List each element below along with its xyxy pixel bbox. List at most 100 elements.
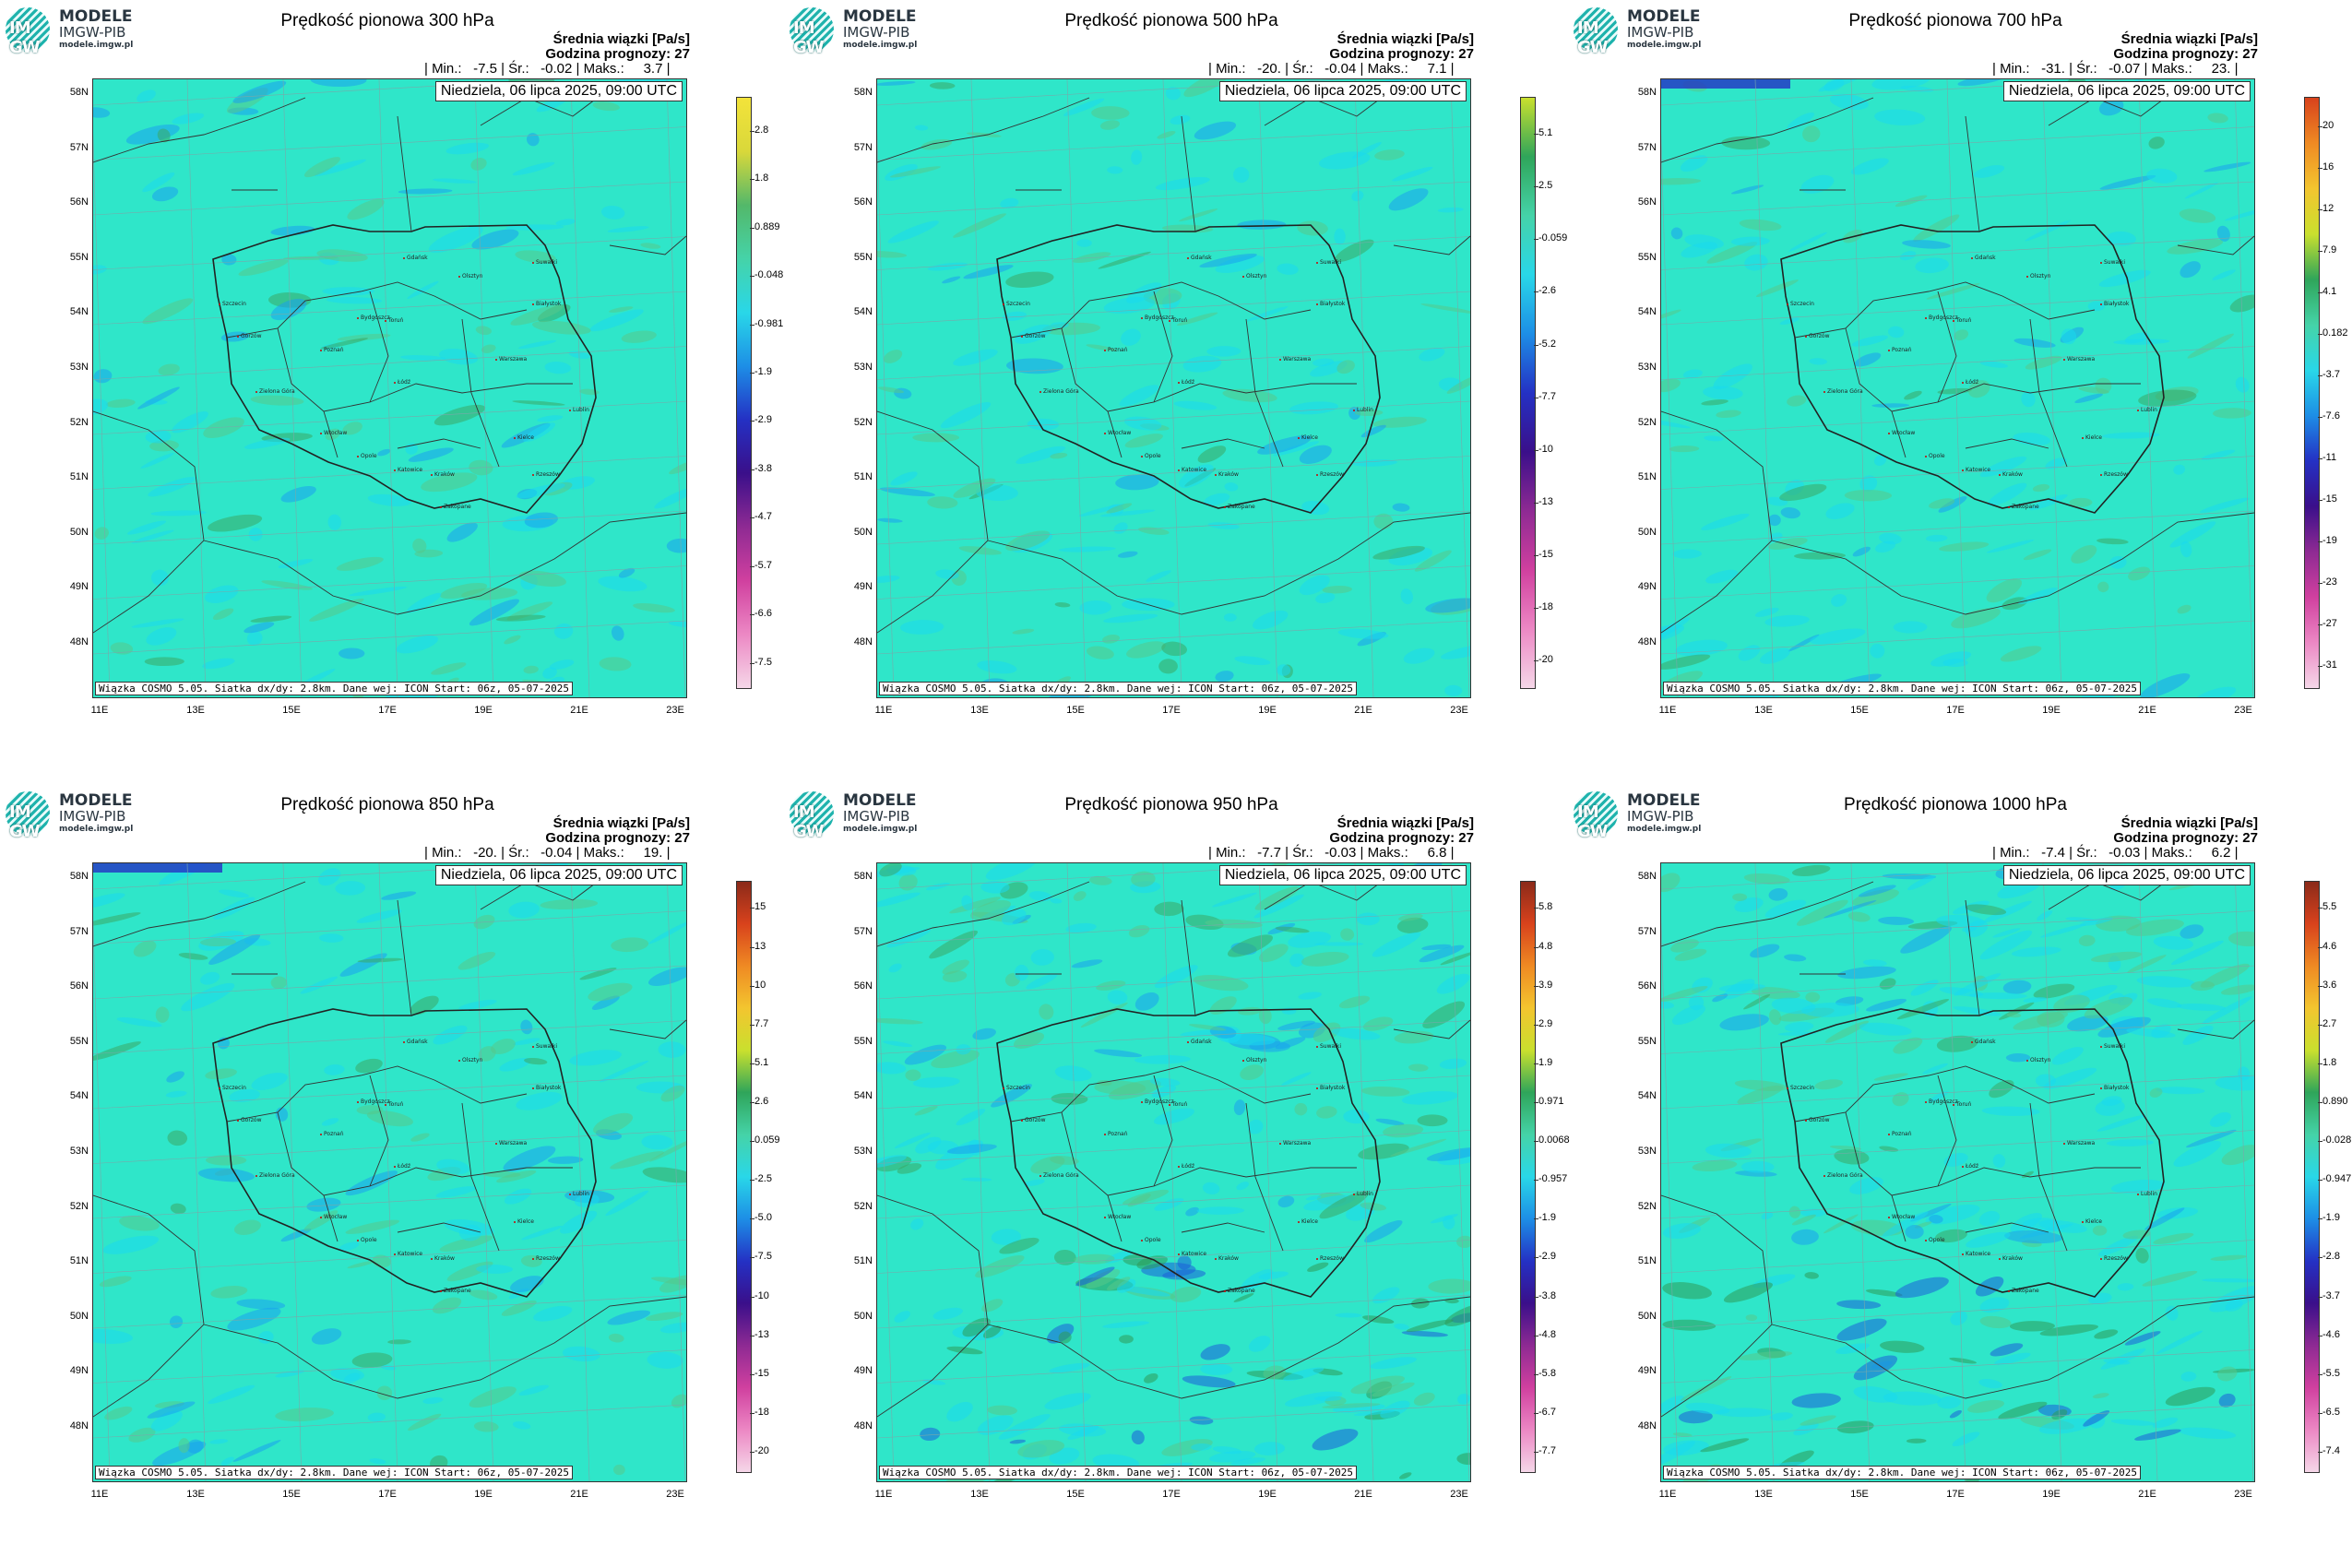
- logo-text-modele: MODELE: [843, 791, 917, 810]
- latitude-label: 49N: [69, 1365, 89, 1377]
- latitude-label: 53N: [69, 362, 89, 373]
- colorbar-tick-label: -0.981: [754, 317, 784, 329]
- colorbar-tick-label: -7.7: [1538, 1444, 1556, 1456]
- city-label: Gorzów: [237, 1117, 262, 1123]
- stats-line: | Min.: -20. | Śr.: -0.04 | Maks.: 7.1 |: [1208, 61, 1455, 77]
- city-label: Łódź: [393, 379, 411, 386]
- colorbar-tick-label: -23: [2322, 576, 2337, 588]
- logo-text-url: modele.imgw.pl: [1627, 825, 1702, 834]
- city-label: Zielona Góra: [255, 388, 295, 395]
- stats-line: | Min.: -20. | Śr.: -0.04 | Maks.: 19. |: [424, 845, 671, 861]
- colorbar-tick-label: -7.5: [754, 1251, 772, 1263]
- colorbar-tick-mark: [2318, 1102, 2322, 1103]
- city-label: Gdańsk: [1187, 1039, 1212, 1045]
- city-label: Lublin: [569, 1191, 589, 1197]
- valid-date-box: Niedziela, 06 lipca 2025, 09:00 UTC: [434, 81, 683, 101]
- latitude-label: 54N: [69, 306, 89, 318]
- latitude-label: 56N: [853, 196, 873, 208]
- colorbar-tick-label: -7.7: [1538, 390, 1556, 402]
- longitude-label: 11E: [1658, 705, 1677, 716]
- colorbar-tick-mark: [1534, 660, 1538, 662]
- colorbar-tick-label: 7.9: [2322, 244, 2337, 255]
- colorbar-tick-mark: [1534, 186, 1538, 188]
- map-field: [93, 79, 686, 697]
- colorbar-tick-label: 5.1: [1538, 127, 1553, 138]
- colorbar-tick-mark: [1534, 1180, 1538, 1182]
- longitude-label: 11E: [90, 1489, 109, 1500]
- city-label: Łódź: [1177, 1163, 1195, 1170]
- colorbar-tick-label: -4.8: [1538, 1328, 1556, 1340]
- latitude-label: 51N: [853, 471, 873, 483]
- colorbar-tick-label: -2.9: [1538, 1251, 1556, 1263]
- longitude-label: 21E: [1354, 705, 1372, 716]
- city-label: Kraków: [1215, 1255, 1239, 1262]
- city-label: Gorzów: [1021, 1117, 1046, 1123]
- logo-text-modele: MODELE: [1627, 791, 1701, 810]
- colorbar-tick-mark: [1534, 1024, 1538, 1026]
- longitude-label: 19E: [474, 705, 493, 716]
- colorbar-tick-mark: [1534, 134, 1538, 135]
- valid-date-box: Niedziela, 06 lipca 2025, 09:00 UTC: [1218, 81, 1467, 101]
- city-label: Gdańsk: [1971, 255, 1996, 261]
- city-label: Opole: [1141, 1237, 1161, 1243]
- colorbar-tick-mark: [750, 1141, 754, 1143]
- colorbar-tick-label: 13: [754, 940, 766, 952]
- colorbar-tick-mark: [1534, 449, 1538, 451]
- colorbar-tick-mark: [750, 565, 754, 567]
- colorbar-tick-mark: [750, 1180, 754, 1182]
- colorbar-tick-label: 2.5: [1538, 180, 1553, 192]
- latitude-label: 57N: [853, 925, 873, 937]
- logo-text-url: modele.imgw.pl: [843, 41, 918, 50]
- latitude-label: 48N: [853, 636, 873, 647]
- longitude-label: 17E: [1946, 705, 1965, 716]
- city-label: Zielona Góra: [1039, 1172, 1079, 1179]
- colorbar: [2304, 97, 2320, 689]
- valid-date-box: Niedziela, 06 lipca 2025, 09:00 UTC: [434, 865, 683, 885]
- colorbar-tick-mark: [750, 662, 754, 664]
- latitude-label: 58N: [853, 87, 873, 98]
- latitude-label: 56N: [853, 980, 873, 992]
- colorbar-tick-mark: [1534, 1412, 1538, 1414]
- city-label: Rzeszów: [2100, 471, 2128, 478]
- model-info-box: Wiązka COSMO 5.05. Siatka dx/dy: 2.8km. …: [879, 1466, 1357, 1479]
- city-label: Zakopane: [440, 504, 471, 510]
- map-panel-950: IM GW MODELE IMGW-PIB modele.imgw.pl Prę…: [784, 784, 1570, 1568]
- city-label: Kielce: [2082, 434, 2102, 441]
- colorbar-tick-label: 4.1: [2322, 285, 2337, 297]
- city-label: Poznań: [1888, 1131, 1912, 1137]
- colorbar-tick-mark: [750, 1063, 754, 1064]
- latitude-label: 51N: [853, 1255, 873, 1267]
- city-label: Kraków: [1999, 471, 2023, 478]
- city-label: Zakopane: [2008, 504, 2039, 510]
- colorbar-tick-mark: [2318, 666, 2322, 668]
- imgw-logo-mark: IM GW: [790, 7, 834, 57]
- latitude-label: 56N: [69, 980, 89, 992]
- colorbar-tick-label: -7.6: [2322, 410, 2340, 422]
- colorbar-tick-label: -27: [2322, 618, 2337, 630]
- colorbar-tick-label: -3.8: [1538, 1289, 1556, 1301]
- imgw-logo-mark: IM GW: [790, 791, 834, 841]
- colorbar-tick-mark: [2318, 1063, 2322, 1064]
- city-label: Szczecin: [219, 301, 246, 307]
- colorbar-tick-label: 0.0068: [1538, 1134, 1570, 1146]
- colorbar-tick-mark: [750, 469, 754, 470]
- stats-line: | Min.: -7.4 | Śr.: -0.03 | Maks.: 6.2 |: [1992, 845, 2239, 861]
- colorbar-tick-label: 7.7: [754, 1017, 769, 1029]
- colorbar-tick-mark: [1534, 1102, 1538, 1103]
- colorbar-tick-mark: [1534, 1257, 1538, 1259]
- colorbar-tick-label: 0.889: [754, 220, 780, 232]
- city-label: Bydgoszcz: [1141, 315, 1174, 321]
- longitude-label: 23E: [2234, 705, 2252, 716]
- colorbar-tick-label: 15: [754, 901, 766, 913]
- city-label: Łódź: [1961, 1163, 1979, 1170]
- city-label: Kielce: [514, 434, 534, 441]
- forecast-hour: Godzina prognozy: 27: [1329, 830, 1474, 846]
- imgw-logo: IM GW MODELE IMGW-PIB modele.imgw.pl: [1574, 7, 1712, 57]
- city-label: Olsztyn: [1241, 273, 1267, 279]
- map-panel-700: IM GW MODELE IMGW-PIB modele.imgw.pl Prę…: [1568, 0, 2352, 784]
- map-field: [1661, 863, 2254, 1481]
- panel-title: Prędkość pionowa 1000 hPa: [1844, 795, 2067, 814]
- colorbar-tick-label: -4.6: [2322, 1328, 2340, 1340]
- logo-text-modele: MODELE: [59, 7, 133, 26]
- colorbar-tick-label: -4.7: [754, 511, 772, 523]
